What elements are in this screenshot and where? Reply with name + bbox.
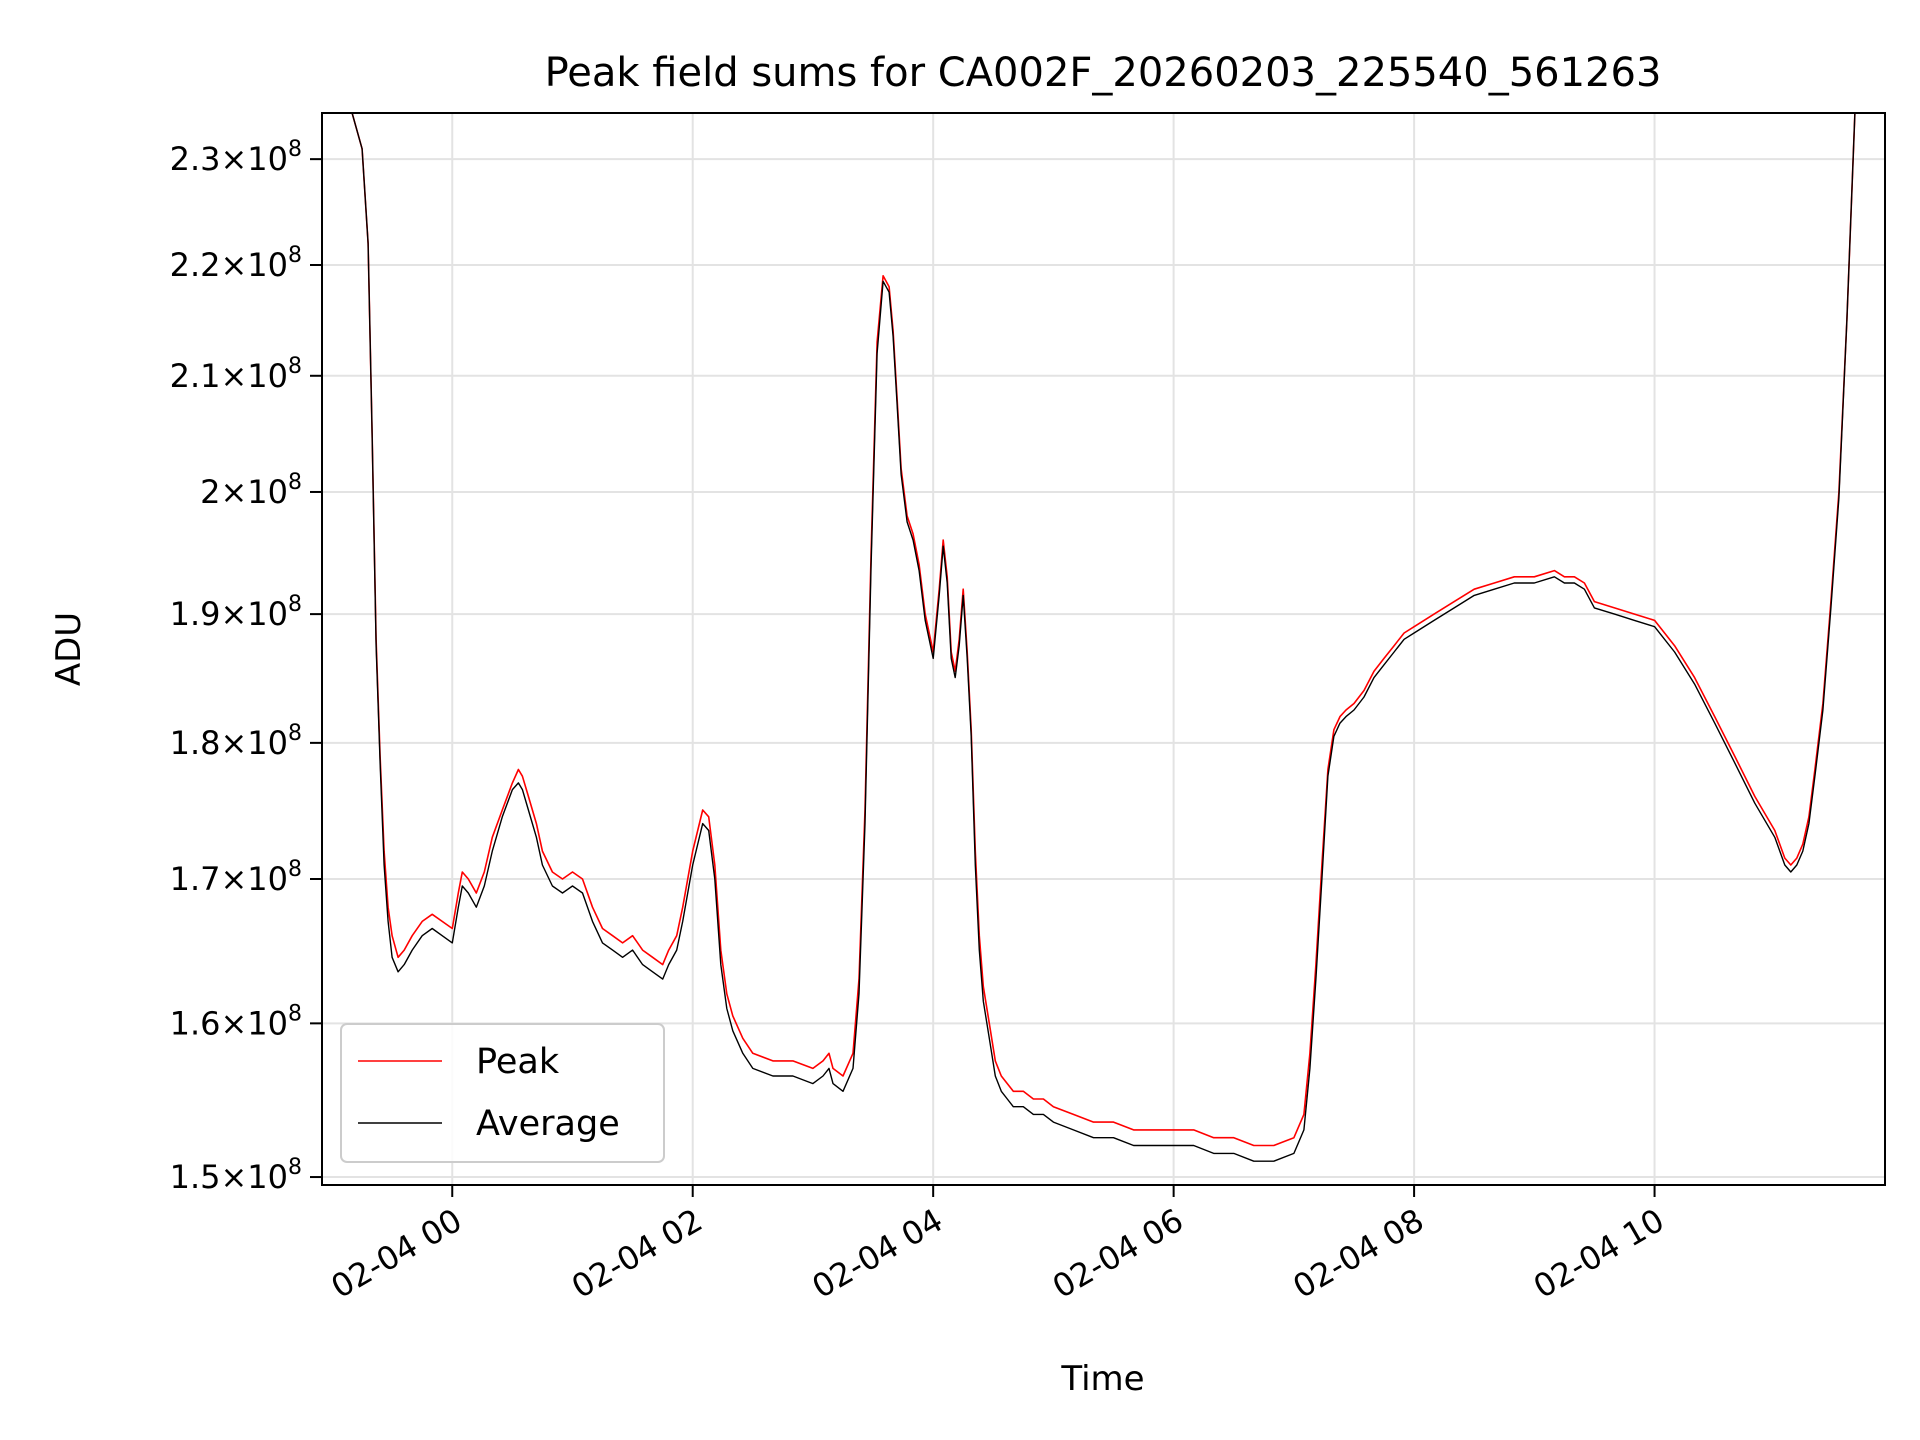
- y-tick-label: 2.2×108: [170, 243, 302, 284]
- chart-title: Peak field sums for CA002F_20260203_2255…: [545, 50, 1662, 96]
- y-tick-label: 1.7×108: [170, 857, 302, 898]
- y-tick-label: 2.3×108: [170, 137, 302, 178]
- legend: Peak Average: [340, 1023, 665, 1163]
- series-layer: [322, 113, 1885, 1162]
- y-tick-label: 2.1×108: [170, 354, 302, 395]
- y-tick-label: 1.9×108: [170, 592, 302, 633]
- y-tick-label: 2×108: [200, 470, 302, 511]
- series-line-average: [322, 113, 1885, 1162]
- legend-label-peak: Peak: [476, 1042, 560, 1082]
- plot-frame: [321, 112, 1886, 1186]
- y-tick-label: 1.5×108: [170, 1155, 302, 1196]
- legend-label-average: Average: [476, 1104, 620, 1144]
- y-axis-label: ADU: [49, 612, 89, 686]
- y-tick-label: 1.8×108: [170, 721, 302, 762]
- y-tick-label: 1.6×108: [170, 1001, 302, 1042]
- legend-box: [340, 1023, 665, 1163]
- x-axis-label: Time: [1060, 1359, 1144, 1399]
